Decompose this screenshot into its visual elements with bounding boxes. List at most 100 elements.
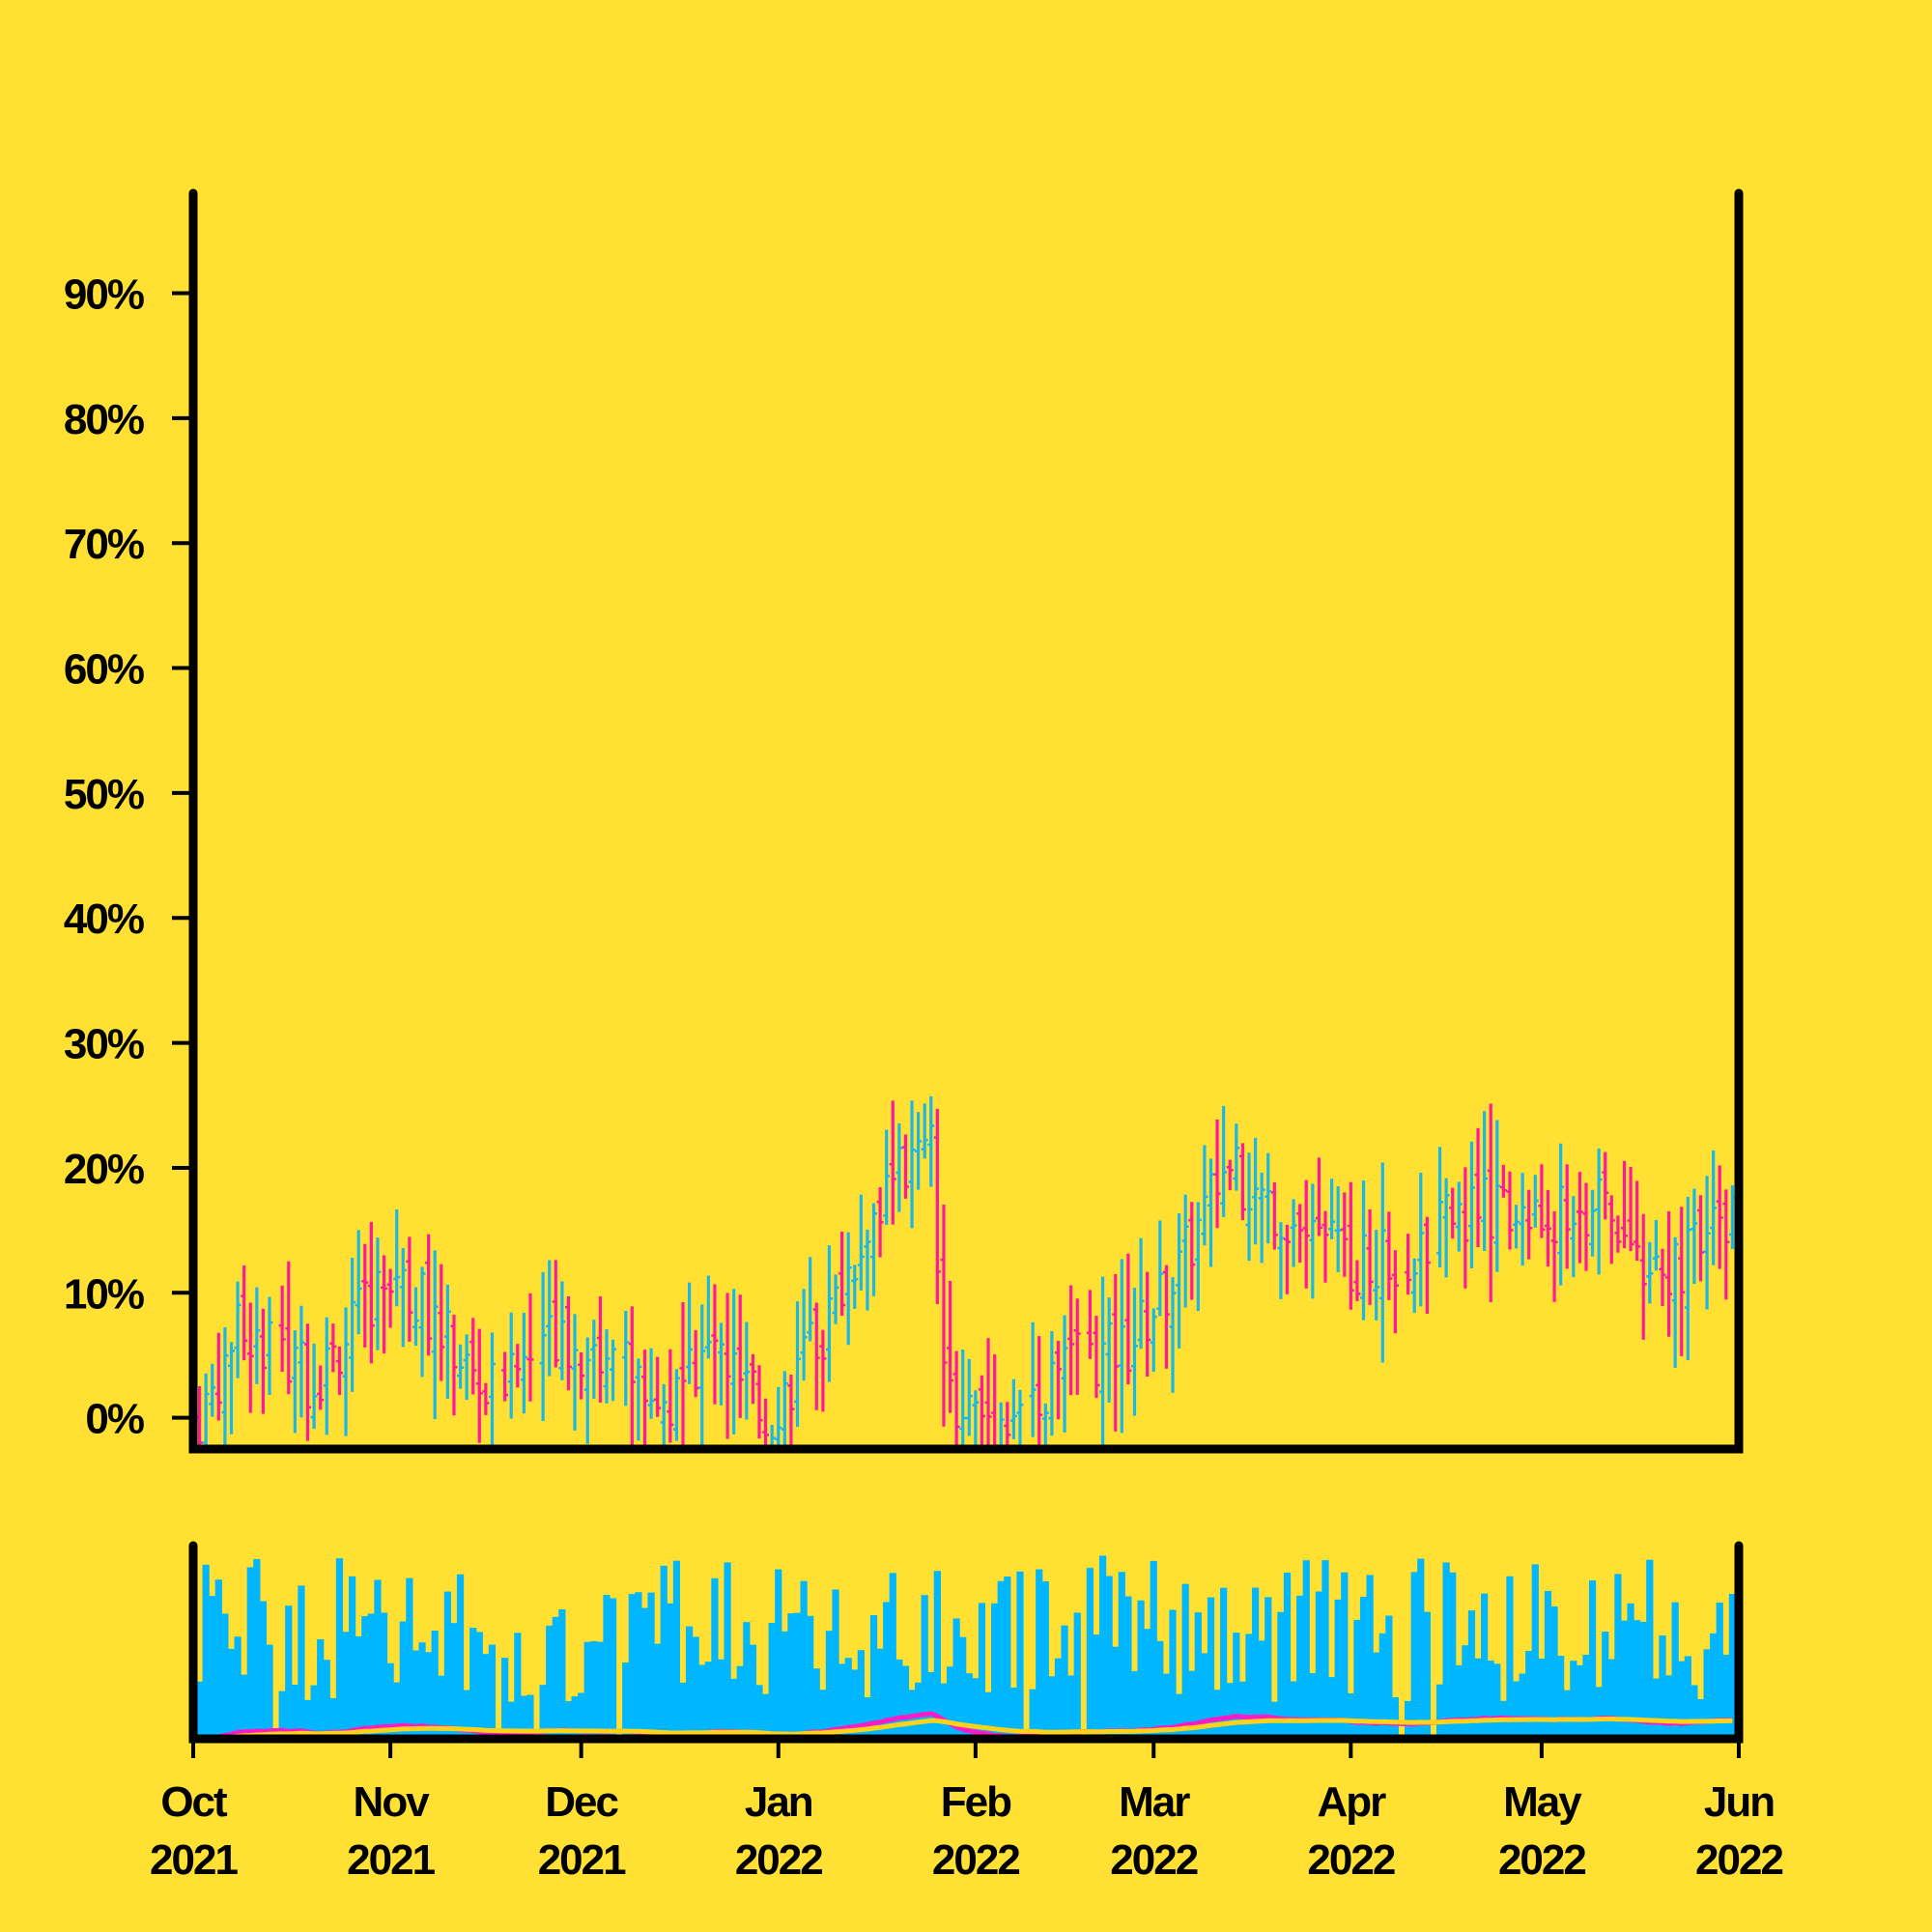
ohlc-bar <box>1334 1186 1342 1273</box>
volume-bar <box>711 1577 719 1739</box>
volume-bar <box>335 1558 344 1739</box>
volume-bar <box>1607 1659 1615 1739</box>
volume-bar <box>761 1693 770 1739</box>
ohlc-bar <box>635 1358 642 1441</box>
time-tick-label-year: 2021 <box>538 1836 626 1884</box>
ohlc-bar <box>310 1343 318 1430</box>
ohlc-bar <box>1353 1260 1361 1301</box>
volume-bar <box>698 1664 706 1739</box>
volume-bar <box>1004 1577 1011 1739</box>
volume-bar <box>1201 1653 1208 1739</box>
ohlc-bar <box>901 1134 909 1199</box>
ohlc-bar <box>1054 1341 1062 1420</box>
volume-bar <box>793 1612 802 1739</box>
ohlc-bar <box>1652 1219 1660 1271</box>
ohlc-bar <box>1086 1290 1094 1359</box>
ohlc-bar <box>1531 1175 1539 1228</box>
volume-bar <box>819 1690 827 1739</box>
volume-bar <box>946 1666 954 1739</box>
volume-bar <box>1054 1658 1063 1739</box>
ohlc-bar <box>1716 1165 1723 1269</box>
volume-bar <box>1550 1605 1558 1739</box>
volume-bar <box>1690 1685 1698 1739</box>
volume-bar <box>1041 1580 1049 1739</box>
ohlc-bar <box>1405 1234 1412 1295</box>
ohlc-bar <box>883 1129 891 1225</box>
ohlc-bar <box>406 1236 413 1342</box>
volume-bar <box>406 1577 413 1739</box>
ohlc-bar <box>1181 1194 1189 1308</box>
volume-bar <box>1130 1670 1139 1739</box>
ohlc-bar <box>832 1274 839 1324</box>
price-tick-label: 30% <box>64 1021 144 1068</box>
volume-bar <box>940 1683 948 1739</box>
volume-bar <box>1264 1597 1272 1739</box>
volume-bar <box>1639 1621 1647 1739</box>
ohlc-bar <box>1582 1182 1590 1271</box>
volume-bar <box>539 1685 547 1739</box>
volume-bar <box>1207 1597 1215 1739</box>
volume-bar <box>1627 1603 1634 1739</box>
ohlc-bar <box>1684 1196 1691 1361</box>
volume-bar <box>838 1663 846 1739</box>
volume-bar <box>1238 1681 1247 1739</box>
ohlc-bar <box>246 1302 254 1413</box>
ohlc-bar <box>787 1374 795 1449</box>
time-tick-label-year: 2022 <box>735 1836 822 1884</box>
volume-bar <box>991 1603 999 1739</box>
ohlc-bar <box>1341 1192 1349 1277</box>
ohlc-bar <box>654 1356 662 1417</box>
ohlc-bar <box>482 1382 490 1415</box>
ohlc-bar <box>298 1305 305 1418</box>
ohlc-bar <box>1627 1166 1634 1252</box>
volume-bar <box>685 1626 694 1739</box>
volume-bar <box>1144 1629 1151 1739</box>
ohlc-bar <box>450 1314 458 1416</box>
ohlc-bar <box>1252 1137 1260 1245</box>
volume-bar <box>883 1602 891 1739</box>
ohlc-bar <box>603 1329 611 1404</box>
ohlc-bar <box>374 1237 382 1350</box>
volume-bar <box>1525 1651 1533 1739</box>
volume-bar <box>1557 1656 1565 1739</box>
volume-bar <box>1036 1569 1043 1739</box>
volume-bar <box>927 1671 935 1739</box>
volume-bar <box>1652 1678 1661 1739</box>
ohlc-bar <box>386 1268 394 1328</box>
volume-bar <box>1614 1574 1622 1739</box>
ohlc-bar <box>610 1339 617 1402</box>
ohlc-bar <box>749 1353 756 1405</box>
ohlc-bar <box>1360 1179 1368 1321</box>
volume-bar <box>978 1603 986 1739</box>
ohlc-bar <box>241 1264 248 1361</box>
ohlc-bar <box>927 1095 935 1187</box>
ohlc-bar <box>1544 1189 1551 1267</box>
volume-bar <box>266 1644 273 1739</box>
price-tick-label: 0% <box>85 1396 143 1443</box>
ohlc-bar <box>718 1322 725 1406</box>
ohlc-bar <box>1557 1143 1565 1286</box>
price-tick-label: 60% <box>64 646 144 694</box>
volume-bar <box>1512 1681 1520 1739</box>
volume-bar <box>901 1665 910 1739</box>
volume-bar <box>412 1650 420 1739</box>
volume-bar <box>214 1579 222 1739</box>
ohlc-bar <box>1391 1250 1399 1334</box>
volume-bar <box>933 1571 941 1739</box>
ohlc-bar <box>317 1365 325 1410</box>
volume-bar <box>876 1648 884 1739</box>
ohlc-bar <box>1493 1120 1501 1272</box>
volume-bar <box>1315 1591 1323 1739</box>
ohlc-bar <box>1519 1173 1526 1266</box>
ohlc-bar <box>355 1230 362 1335</box>
ohlc-bar <box>775 1386 782 1449</box>
volume-bar <box>1067 1675 1075 1739</box>
price-tick-label: 50% <box>64 771 144 818</box>
time-axis-ticks: Oct 2021 Nov 2021 Dec 2021 Jan 2022 Feb 2022 Mar 20… <box>150 1743 1784 1884</box>
ohlc-bar <box>259 1308 267 1414</box>
time-tick-label-month: Jun <box>1704 1778 1774 1826</box>
ohlc-bar <box>1321 1210 1329 1283</box>
volume-bar <box>1570 1661 1577 1739</box>
volume-bar <box>864 1696 871 1739</box>
ohlc-bar <box>1328 1179 1336 1239</box>
